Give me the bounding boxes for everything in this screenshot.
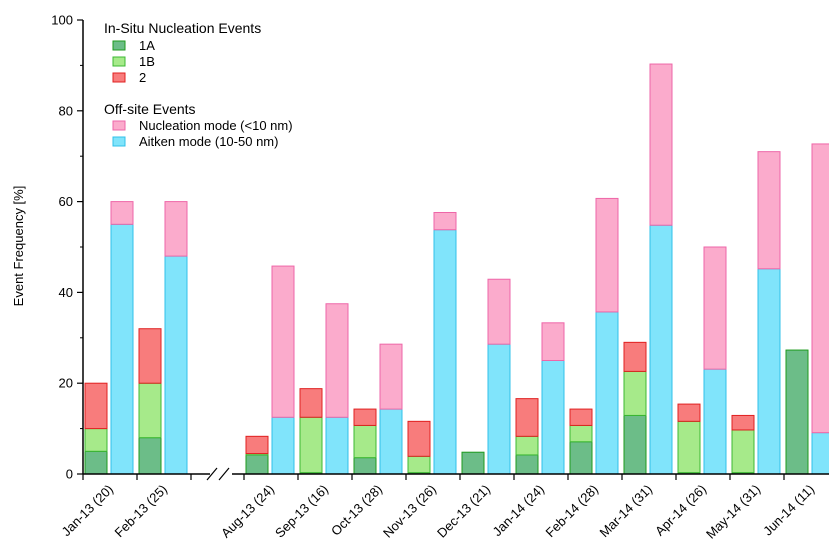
y-tick-label: 100 [51, 13, 73, 28]
bar-nucleation-10 [703, 246, 727, 370]
legend-swatch-insitu-1 [112, 56, 126, 67]
x-category-label-11: May-14 (31) [703, 482, 763, 542]
legend-label-insitu-0: 1A [139, 38, 155, 53]
bar-2-0 [84, 382, 108, 430]
bar-aitken-6 [487, 343, 511, 475]
bar-2-4 [353, 408, 377, 426]
bar-aitken-3 [325, 416, 349, 475]
axis-break-mark-1 [218, 467, 230, 481]
bar-1a-12 [785, 349, 809, 475]
bar-1a-9 [623, 414, 647, 475]
legend-heading-insitu: In-Situ Nucleation Events [104, 20, 261, 36]
bar-1a-7 [515, 454, 539, 475]
x-category-label-2: Aug-13 (24) [218, 482, 277, 541]
bar-1b-1 [138, 382, 162, 439]
bar-1a-4 [353, 457, 377, 475]
bar-nucleation-11 [757, 151, 781, 270]
x-category-label-0: Jan-13 (20) [59, 482, 117, 540]
bar-2-10 [677, 403, 701, 422]
bar-1a-6 [461, 451, 485, 475]
y-tick-label: 60 [59, 194, 73, 209]
y-tick-label: 20 [59, 376, 73, 391]
bar-1b-11 [731, 429, 755, 474]
x-category-label-5: Nov-13 (26) [380, 482, 439, 541]
bar-1b-3 [299, 416, 323, 474]
bar-nucleation-3 [325, 303, 349, 418]
x-category-label-6: Dec-13 (21) [434, 482, 493, 541]
x-category-label-1: Feb-13 (25) [111, 482, 170, 541]
bar-aitken-0 [110, 223, 134, 475]
bar-aitken-8 [595, 311, 619, 475]
x-category-label-12: Jun-14 (11) [760, 482, 817, 539]
bar-2-3 [299, 388, 323, 418]
bar-2-9 [623, 341, 647, 372]
bar-nucleation-1 [164, 201, 188, 257]
x-category-label-10: Apr-14 (26) [652, 482, 709, 539]
x-category-label-8: Feb-14 (28) [542, 482, 601, 541]
bar-nucleation-7 [541, 322, 565, 361]
bar-nucleation-6 [487, 278, 511, 345]
bar-aitken-1 [164, 255, 188, 475]
bar-1b-8 [569, 424, 593, 443]
bar-nucleation-5 [433, 211, 457, 231]
bar-aitken-12 [811, 432, 829, 475]
bar-2-1 [138, 328, 162, 384]
bar-2-7 [515, 398, 539, 437]
bar-1b-10 [677, 420, 701, 474]
axis-break-mark-0 [206, 467, 218, 481]
bar-1a-1 [138, 437, 162, 475]
bars-layer [84, 63, 829, 475]
x-category-label-4: Oct-13 (28) [328, 482, 385, 539]
bar-nucleation-2 [271, 265, 295, 418]
bar-nucleation-9 [649, 63, 673, 226]
legend-label-offsite-0: Nucleation mode (<10 nm) [139, 118, 293, 133]
x-category-label-9: Mar-14 (31) [596, 482, 655, 541]
bar-2-5 [407, 420, 431, 457]
legend-swatch-insitu-2 [112, 72, 126, 83]
bar-nucleation-0 [110, 201, 134, 225]
bar-aitken-5 [433, 229, 457, 475]
bar-1a-0 [84, 450, 108, 475]
bar-aitken-11 [757, 268, 781, 475]
bar-1b-0 [84, 428, 108, 452]
bar-2-11 [731, 414, 755, 431]
legend-swatch-offsite-0 [112, 120, 126, 131]
y-axis-label: Event Frequency [%] [11, 186, 26, 307]
legend-heading-offsite: Off-site Events [104, 101, 196, 117]
legend-label-insitu-2: 2 [139, 70, 146, 85]
y-tick-label: 80 [59, 103, 73, 118]
bar-nucleation-4 [379, 343, 403, 410]
legend-swatch-insitu-0 [112, 40, 126, 51]
y-tick-label: 40 [59, 285, 73, 300]
bar-aitken-4 [379, 408, 403, 475]
bar-1b-5 [407, 455, 431, 474]
bar-nucleation-8 [595, 197, 619, 313]
bar-aitken-9 [649, 224, 673, 475]
bar-2-2 [245, 435, 269, 455]
bar-1a-8 [569, 441, 593, 475]
legend-swatch-offsite-1 [112, 136, 126, 147]
bar-1b-7 [515, 435, 539, 456]
bar-2-8 [569, 408, 593, 426]
bar-aitken-7 [541, 360, 565, 475]
bar-aitken-10 [703, 368, 727, 475]
y-tick-label: 0 [66, 467, 73, 482]
bar-1b-4 [353, 424, 377, 459]
bar-1a-2 [245, 454, 269, 475]
bar-nucleation-12 [811, 143, 829, 434]
x-category-label-3: Sep-13 (16) [272, 482, 331, 541]
x-category-label-7: Jan-14 (24) [490, 482, 548, 540]
bar-aitken-2 [271, 416, 295, 475]
legend-label-insitu-1: 1B [139, 54, 155, 69]
legend-label-offsite-1: Aitken mode (10-50 nm) [139, 134, 278, 149]
bar-1b-9 [623, 370, 647, 416]
